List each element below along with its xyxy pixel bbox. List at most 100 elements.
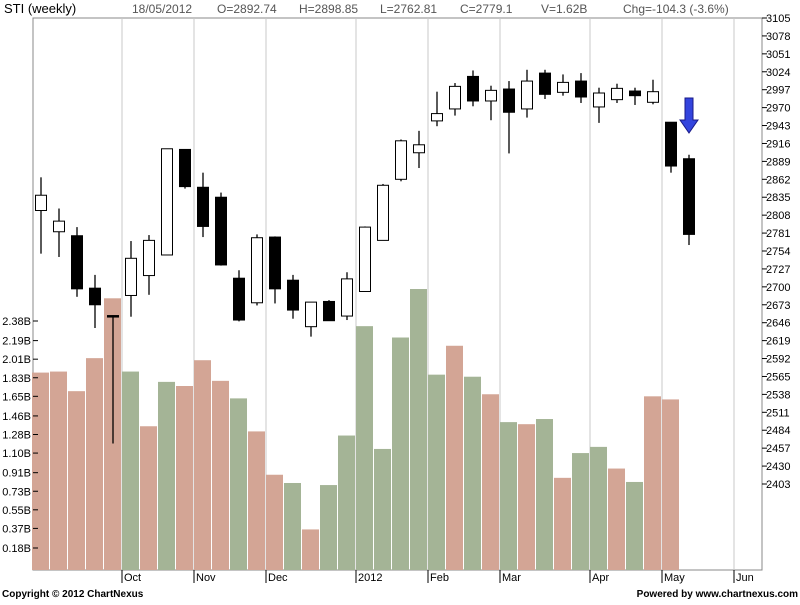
volume-bar — [320, 485, 337, 570]
candle-body — [647, 91, 659, 103]
volume-bar — [248, 431, 265, 570]
price-tick-label: 2808 — [766, 210, 790, 222]
candle-body — [395, 140, 407, 180]
volume-bar — [374, 448, 391, 570]
volume-bar — [536, 419, 553, 570]
volume-bar — [446, 345, 463, 570]
volume-bar — [50, 371, 67, 570]
price-tick-label: 2592 — [766, 354, 790, 366]
header-close: C=2779.1 — [460, 2, 513, 16]
candle-body — [215, 196, 227, 266]
candle-body — [683, 158, 695, 235]
volume-bar — [410, 289, 427, 570]
price-tick-label: 2889 — [766, 156, 790, 168]
price-tick-label: 3078 — [766, 31, 790, 43]
candle-body — [413, 144, 425, 154]
candle-body — [143, 239, 155, 277]
price-tick-label: 2862 — [766, 174, 790, 186]
price-tick-label: 3051 — [766, 49, 790, 61]
candle-body — [107, 315, 119, 318]
volume-bar — [86, 358, 103, 570]
month-label: Oct — [124, 572, 141, 584]
chart-header: STI (weekly) 18/05/2012 O=2892.74 H=2898… — [4, 1, 729, 16]
price-tick-label: 2943 — [766, 121, 790, 133]
month-label: May — [664, 572, 685, 584]
candle-body — [503, 88, 515, 113]
candle-body — [377, 184, 389, 241]
volume-bar — [590, 446, 607, 570]
volume-bars — [32, 289, 679, 570]
header-high: H=2898.85 — [299, 2, 358, 16]
price-tick-label: 2700 — [766, 282, 790, 294]
price-tick-label: 2673 — [766, 300, 790, 312]
candle-body — [341, 278, 353, 317]
candle-body — [305, 301, 317, 328]
price-tick-label: 2835 — [766, 192, 790, 204]
candle-body — [485, 89, 497, 102]
price-tick-label: 2754 — [766, 246, 790, 258]
volume-bar — [500, 422, 517, 570]
candle-body — [629, 90, 641, 97]
volume-bar — [176, 386, 193, 570]
volume-tick-label: 0.73B — [2, 486, 31, 498]
volume-bar — [68, 391, 85, 570]
volume-bar — [482, 394, 499, 570]
price-tick-label: 3105 — [766, 13, 790, 25]
month-label: Nov — [196, 572, 216, 584]
volume-tick-label: 0.18B — [2, 543, 31, 555]
volume-bar — [338, 435, 355, 570]
price-tick-label: 2457 — [766, 443, 790, 455]
volume-bar — [626, 481, 643, 570]
volume-tick-label: 0.55B — [2, 505, 31, 517]
month-label: Apr — [592, 572, 609, 584]
candle-body — [593, 92, 605, 108]
volume-bar — [266, 474, 283, 570]
candle-body — [161, 148, 173, 256]
candle-body — [449, 85, 461, 110]
candle-body — [359, 226, 371, 292]
price-tick-label: 2565 — [766, 371, 790, 383]
price-tick-label: 2403 — [766, 479, 790, 491]
candle-body — [125, 257, 137, 296]
volume-tick-label: 1.28B — [2, 430, 31, 442]
volume-tick-label: 1.10B — [2, 448, 31, 460]
volume-tick-label: 1.65B — [2, 391, 31, 403]
markers — [679, 97, 699, 134]
volume-tick-label: 2.19B — [2, 336, 31, 348]
month-label: Dec — [268, 572, 288, 584]
down-arrow-icon — [679, 97, 699, 134]
candle-body — [431, 113, 443, 122]
price-tick-label: 2430 — [766, 461, 790, 473]
volume-tick-label: 1.83B — [2, 373, 31, 385]
candle-body — [323, 300, 335, 322]
header-date: 18/05/2012 — [132, 2, 192, 16]
price-tick-label: 2727 — [766, 264, 790, 276]
candle-body — [521, 80, 533, 110]
candle-body — [53, 220, 65, 233]
candle-body — [35, 194, 47, 212]
volume-bar — [356, 326, 373, 570]
candlesticks — [35, 69, 695, 444]
month-label: Feb — [430, 572, 449, 584]
price-tick-label: 2916 — [766, 138, 790, 150]
candle-body — [665, 121, 677, 167]
volume-bar — [518, 424, 535, 570]
volume-tick-label: 0.91B — [2, 468, 31, 480]
volume-bar — [428, 374, 445, 570]
volume-bar — [284, 482, 301, 570]
candle-body — [557, 81, 569, 93]
volume-tick-label: 2.01B — [2, 354, 31, 366]
volume-tick-label: 1.46B — [2, 411, 31, 423]
candle-body — [233, 277, 245, 321]
candle-body — [197, 186, 209, 227]
volume-bar — [392, 337, 409, 570]
month-label: Mar — [502, 572, 521, 584]
header-change: Chg=-104.3 (-3.6%) — [623, 2, 729, 16]
price-tick-label: 2538 — [766, 389, 790, 401]
axes: 3105 3078 3051 3024 2997 2970 2943 2916 2889 2862… — [2, 13, 790, 584]
volume-bar — [194, 360, 211, 570]
volume-bar — [32, 372, 49, 570]
volume-tick-label: 0.37B — [2, 523, 31, 535]
